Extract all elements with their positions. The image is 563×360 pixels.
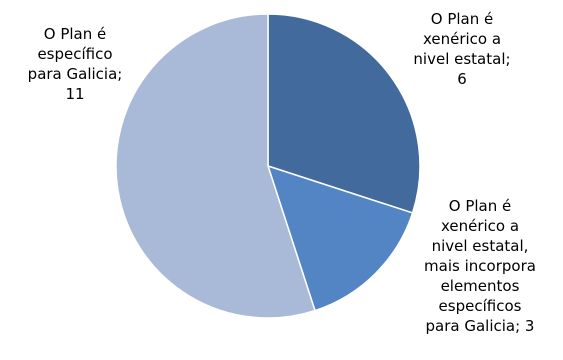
data-label-especifico-galicia: O Plan é específico para Galicia; 11 [27, 25, 123, 103]
pie-slice-xenerico-con-elementos [266, 164, 414, 312]
data-label-xenerico-con-elementos: O Plan é xenérico a nivel estatal, mais … [424, 197, 536, 335]
pie-slices [115, 13, 421, 319]
pie-slice-especifico-galicia [115, 13, 316, 319]
pie-slice-xenerico-estatal [267, 13, 421, 214]
data-label-xenerico-estatal: O Plan é xenérico a nivel estatal; 6 [413, 10, 511, 88]
